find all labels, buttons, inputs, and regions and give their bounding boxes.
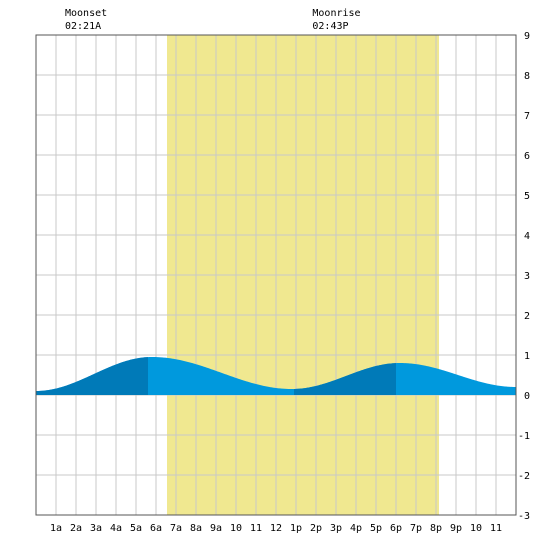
y-tick-label: 7	[524, 111, 530, 122]
tide-area-dark-band	[36, 357, 148, 395]
x-tick-label: 2p	[310, 523, 322, 534]
y-tick-label: 6	[524, 151, 530, 162]
tide-area-dark-band	[294, 363, 396, 395]
moon-event-label: Moonrise	[312, 8, 360, 19]
x-tick-label: 6p	[390, 523, 402, 534]
y-tick-label: 0	[524, 391, 530, 402]
y-tick-label: 4	[524, 231, 530, 242]
x-tick-label: 5p	[370, 523, 382, 534]
y-tick-label: 3	[524, 271, 530, 282]
x-tick-label: 8a	[190, 523, 202, 534]
x-tick-label: 1p	[290, 523, 302, 534]
x-tick-label: 11	[250, 523, 262, 534]
y-tick-label: 8	[524, 71, 530, 82]
y-tick-label: -2	[518, 471, 530, 482]
x-tick-label: 7a	[170, 523, 182, 534]
x-tick-label: 3a	[90, 523, 102, 534]
x-tick-label: 9p	[450, 523, 462, 534]
x-tick-label: 3p	[330, 523, 342, 534]
x-tick-label: 6a	[150, 523, 162, 534]
y-tick-label: 5	[524, 191, 530, 202]
x-tick-label: 4a	[110, 523, 122, 534]
moon-event-time: 02:43P	[312, 21, 348, 32]
x-tick-label: 1a	[50, 523, 62, 534]
x-tick-label: 11	[490, 523, 502, 534]
plot-border	[35, 34, 517, 516]
moon-event-time: 02:21A	[65, 21, 101, 32]
y-tick-label: -3	[518, 511, 530, 522]
x-tick-label: 5a	[130, 523, 142, 534]
y-tick-label: 9	[524, 31, 530, 42]
y-tick-label: 2	[524, 311, 530, 322]
y-tick-label: -1	[518, 431, 530, 442]
x-tick-label: 10	[230, 523, 242, 534]
x-tick-label: 10	[470, 523, 482, 534]
x-tick-label: 2a	[70, 523, 82, 534]
moon-event-label: Moonset	[65, 8, 107, 19]
x-tick-label: 8p	[430, 523, 442, 534]
x-tick-label: 12	[270, 523, 282, 534]
x-tick-label: 4p	[350, 523, 362, 534]
x-tick-label: 7p	[410, 523, 422, 534]
y-tick-label: 1	[524, 351, 530, 362]
x-tick-label: 9a	[210, 523, 222, 534]
